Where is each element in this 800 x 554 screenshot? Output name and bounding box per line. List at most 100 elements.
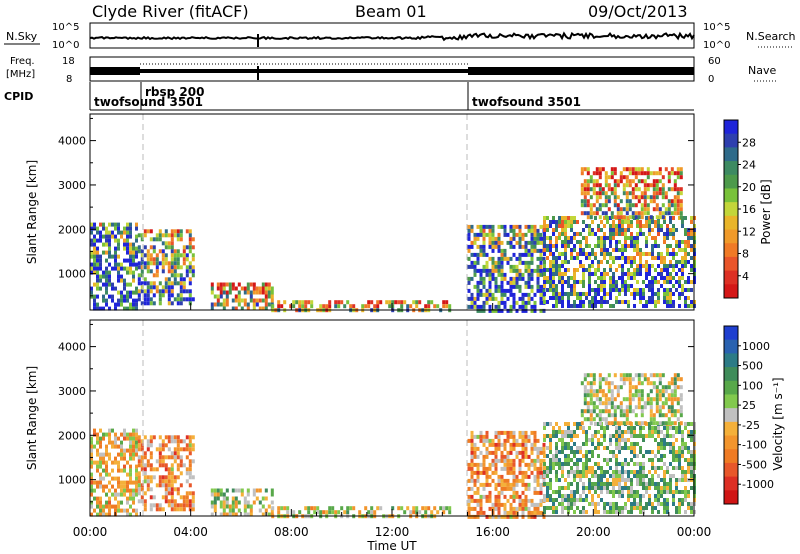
echo-cell	[533, 506, 537, 511]
echo-cell	[669, 280, 672, 284]
echo-cell	[482, 244, 486, 249]
echo-cell	[594, 280, 597, 284]
echo-cell	[633, 494, 636, 498]
colorbar-swatch	[724, 449, 738, 464]
echo-cell	[536, 478, 540, 483]
echo-cell	[90, 294, 93, 299]
echo-cell	[681, 224, 684, 228]
echo-cell	[673, 413, 677, 418]
echo-cell	[643, 179, 647, 184]
echo-cell	[549, 240, 552, 244]
echo-cell	[604, 377, 608, 382]
echo-cell	[651, 474, 654, 478]
echo-cell	[546, 256, 549, 260]
echo-cell	[586, 191, 590, 196]
echo-cell	[512, 438, 516, 443]
echo-cell	[645, 264, 648, 268]
echo-cell	[123, 258, 126, 263]
echo-cell	[137, 289, 141, 294]
echo-cell	[108, 242, 111, 247]
echo-cell	[603, 502, 606, 506]
echo-cell	[588, 288, 591, 292]
echo-cell	[582, 280, 585, 284]
velocity-colorbar-label: Velocity [m s⁻¹]	[771, 377, 785, 470]
echo-cell	[99, 428, 102, 433]
echo-cell	[491, 256, 495, 261]
echo-cell	[442, 506, 446, 511]
echo-cell	[624, 228, 627, 232]
echo-cell	[648, 498, 651, 502]
echo-cell	[96, 496, 99, 501]
echo-cell	[678, 296, 681, 300]
echo-cell	[536, 236, 540, 241]
echo-cell	[606, 300, 609, 304]
echo-cell	[530, 268, 534, 273]
echo-cell	[143, 463, 147, 468]
echo-cell	[105, 266, 108, 271]
echo-cell	[604, 215, 608, 220]
echo-cell	[583, 385, 587, 390]
echo-cell	[597, 268, 600, 272]
echo-cell	[482, 486, 486, 491]
echo-cell	[586, 167, 590, 172]
echo-cell	[283, 506, 287, 511]
echo-cell	[573, 280, 576, 284]
echo-cell	[188, 483, 192, 488]
echo-cell	[213, 496, 217, 501]
echo-cell	[588, 466, 591, 470]
echo-cell	[661, 191, 665, 196]
echo-cell	[592, 417, 596, 422]
echo-cell	[96, 484, 99, 489]
echo-cell	[595, 389, 599, 394]
echo-cell	[473, 268, 477, 273]
echo-cell	[476, 454, 480, 459]
echo-cell	[567, 498, 570, 502]
echo-cell	[506, 232, 510, 237]
echo-cell	[543, 260, 546, 264]
echo-cell	[491, 236, 495, 241]
echo-cell	[655, 179, 659, 184]
echo-cell	[179, 289, 183, 294]
echo-cell	[561, 434, 564, 438]
echo-cell	[123, 452, 126, 457]
echo-cell	[588, 232, 591, 236]
echo-cell	[102, 294, 105, 299]
echo-cell	[146, 265, 150, 270]
echo-cell	[639, 446, 642, 450]
echo-cell	[639, 466, 642, 470]
echo-cell	[102, 452, 105, 457]
echo-cell	[667, 385, 671, 390]
echo-cell	[543, 292, 546, 296]
echo-cell	[182, 503, 186, 508]
echo-cell	[146, 459, 150, 464]
echo-cell	[546, 454, 549, 458]
echo-cell	[684, 280, 687, 284]
echo-cell	[491, 232, 495, 237]
echo-cell	[500, 514, 504, 519]
echo-cell	[580, 187, 584, 192]
echo-cell	[126, 282, 129, 287]
echo-cell	[161, 479, 165, 484]
echo-cell	[639, 506, 642, 510]
echo-cell	[546, 268, 549, 272]
echo-cell	[500, 502, 504, 507]
echo-cell	[651, 296, 654, 300]
echo-cell	[536, 454, 540, 459]
echo-cell	[597, 284, 600, 288]
echo-cell	[126, 432, 129, 437]
echo-cell	[99, 258, 102, 263]
echo-cell	[167, 281, 171, 286]
echo-cell	[137, 459, 141, 464]
echo-cell	[624, 248, 627, 252]
echo-cell	[132, 274, 135, 279]
echo-cell	[552, 228, 555, 232]
echo-cell	[99, 222, 102, 227]
echo-cell	[123, 282, 126, 287]
echo-cell	[90, 242, 93, 247]
echo-cell	[676, 417, 680, 422]
echo-cell	[108, 234, 111, 239]
echo-cell	[646, 207, 650, 212]
echo-cell	[518, 478, 522, 483]
echo-cell	[188, 261, 192, 266]
echo-cell	[521, 442, 525, 447]
